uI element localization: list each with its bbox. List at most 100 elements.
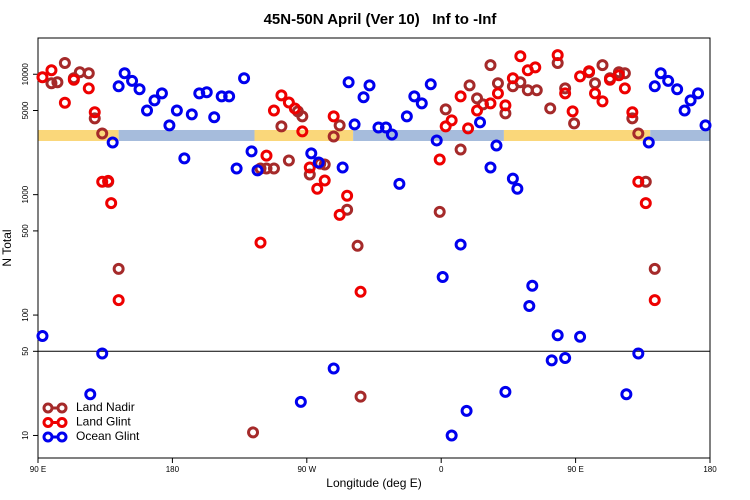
point (559, 82, 572, 95)
point (333, 119, 346, 132)
point (632, 175, 645, 188)
point (254, 236, 267, 249)
y-axis-label: N Total (0, 229, 14, 266)
point (58, 96, 71, 109)
point (251, 164, 264, 177)
point (170, 104, 183, 117)
point (463, 79, 476, 92)
point (648, 262, 661, 275)
point (208, 111, 221, 124)
point (141, 104, 154, 117)
point (296, 125, 309, 138)
point (267, 162, 280, 175)
point (415, 97, 428, 110)
point (51, 76, 64, 89)
point (544, 102, 557, 115)
x-tick-label: 180 (703, 465, 717, 474)
point (102, 174, 115, 187)
x-tick-label: 180 (166, 465, 180, 474)
point (471, 104, 484, 117)
point (484, 97, 497, 110)
point (336, 161, 349, 174)
point (348, 118, 361, 131)
point (296, 110, 309, 123)
point (589, 77, 602, 90)
point (238, 72, 251, 85)
series (36, 49, 661, 307)
point (133, 83, 146, 96)
point (523, 299, 536, 312)
point (433, 153, 446, 166)
point (551, 329, 564, 342)
point (354, 285, 367, 298)
point (318, 158, 331, 171)
point (639, 175, 652, 188)
point (514, 50, 527, 63)
legend-marker (56, 417, 68, 428)
point (318, 174, 331, 187)
y-tick-label: 500 (21, 224, 30, 238)
point (96, 347, 109, 360)
point (305, 147, 318, 160)
point (148, 94, 161, 107)
point (82, 67, 95, 80)
y-tick-label: 1000 (21, 185, 30, 203)
point (439, 103, 452, 116)
point (526, 279, 539, 292)
point (499, 99, 512, 112)
point (327, 362, 340, 375)
point (462, 122, 475, 135)
point (436, 271, 449, 284)
point (424, 78, 437, 91)
point (699, 119, 712, 132)
point (684, 94, 697, 107)
x-tick-label: 90 E (30, 465, 46, 474)
point (642, 136, 655, 149)
point (433, 205, 446, 218)
point (583, 65, 596, 78)
point (312, 156, 325, 169)
y-tick-label: 5000 (21, 101, 30, 119)
point (288, 102, 301, 115)
point (574, 70, 587, 83)
point (126, 74, 139, 87)
surface-band (118, 129, 255, 141)
legend-marker (42, 417, 54, 428)
point (303, 168, 316, 181)
surface-band (353, 129, 504, 141)
point (106, 136, 119, 149)
point (439, 120, 452, 133)
surface-band (38, 129, 119, 141)
point (311, 182, 324, 195)
y-tick-label: 10 (21, 430, 30, 439)
point (260, 149, 273, 162)
point (267, 104, 280, 117)
point (230, 162, 243, 175)
point (354, 390, 367, 403)
point (626, 106, 639, 119)
y-tick-label: 100 (21, 308, 30, 322)
point (200, 86, 213, 99)
point (112, 262, 125, 275)
point (36, 71, 49, 84)
point (490, 139, 503, 152)
point (245, 145, 258, 158)
point (351, 239, 364, 252)
point (484, 59, 497, 72)
point (559, 87, 572, 100)
point (372, 121, 385, 134)
surface-band (650, 129, 710, 141)
point (45, 64, 58, 77)
point (342, 76, 355, 89)
legend-marker (42, 402, 54, 414)
point (454, 143, 467, 156)
point (247, 426, 260, 439)
point (692, 87, 705, 100)
point (84, 388, 97, 401)
point (88, 106, 101, 119)
y-tick-label: 10000 (21, 63, 30, 86)
point (327, 130, 340, 143)
point (671, 83, 684, 96)
